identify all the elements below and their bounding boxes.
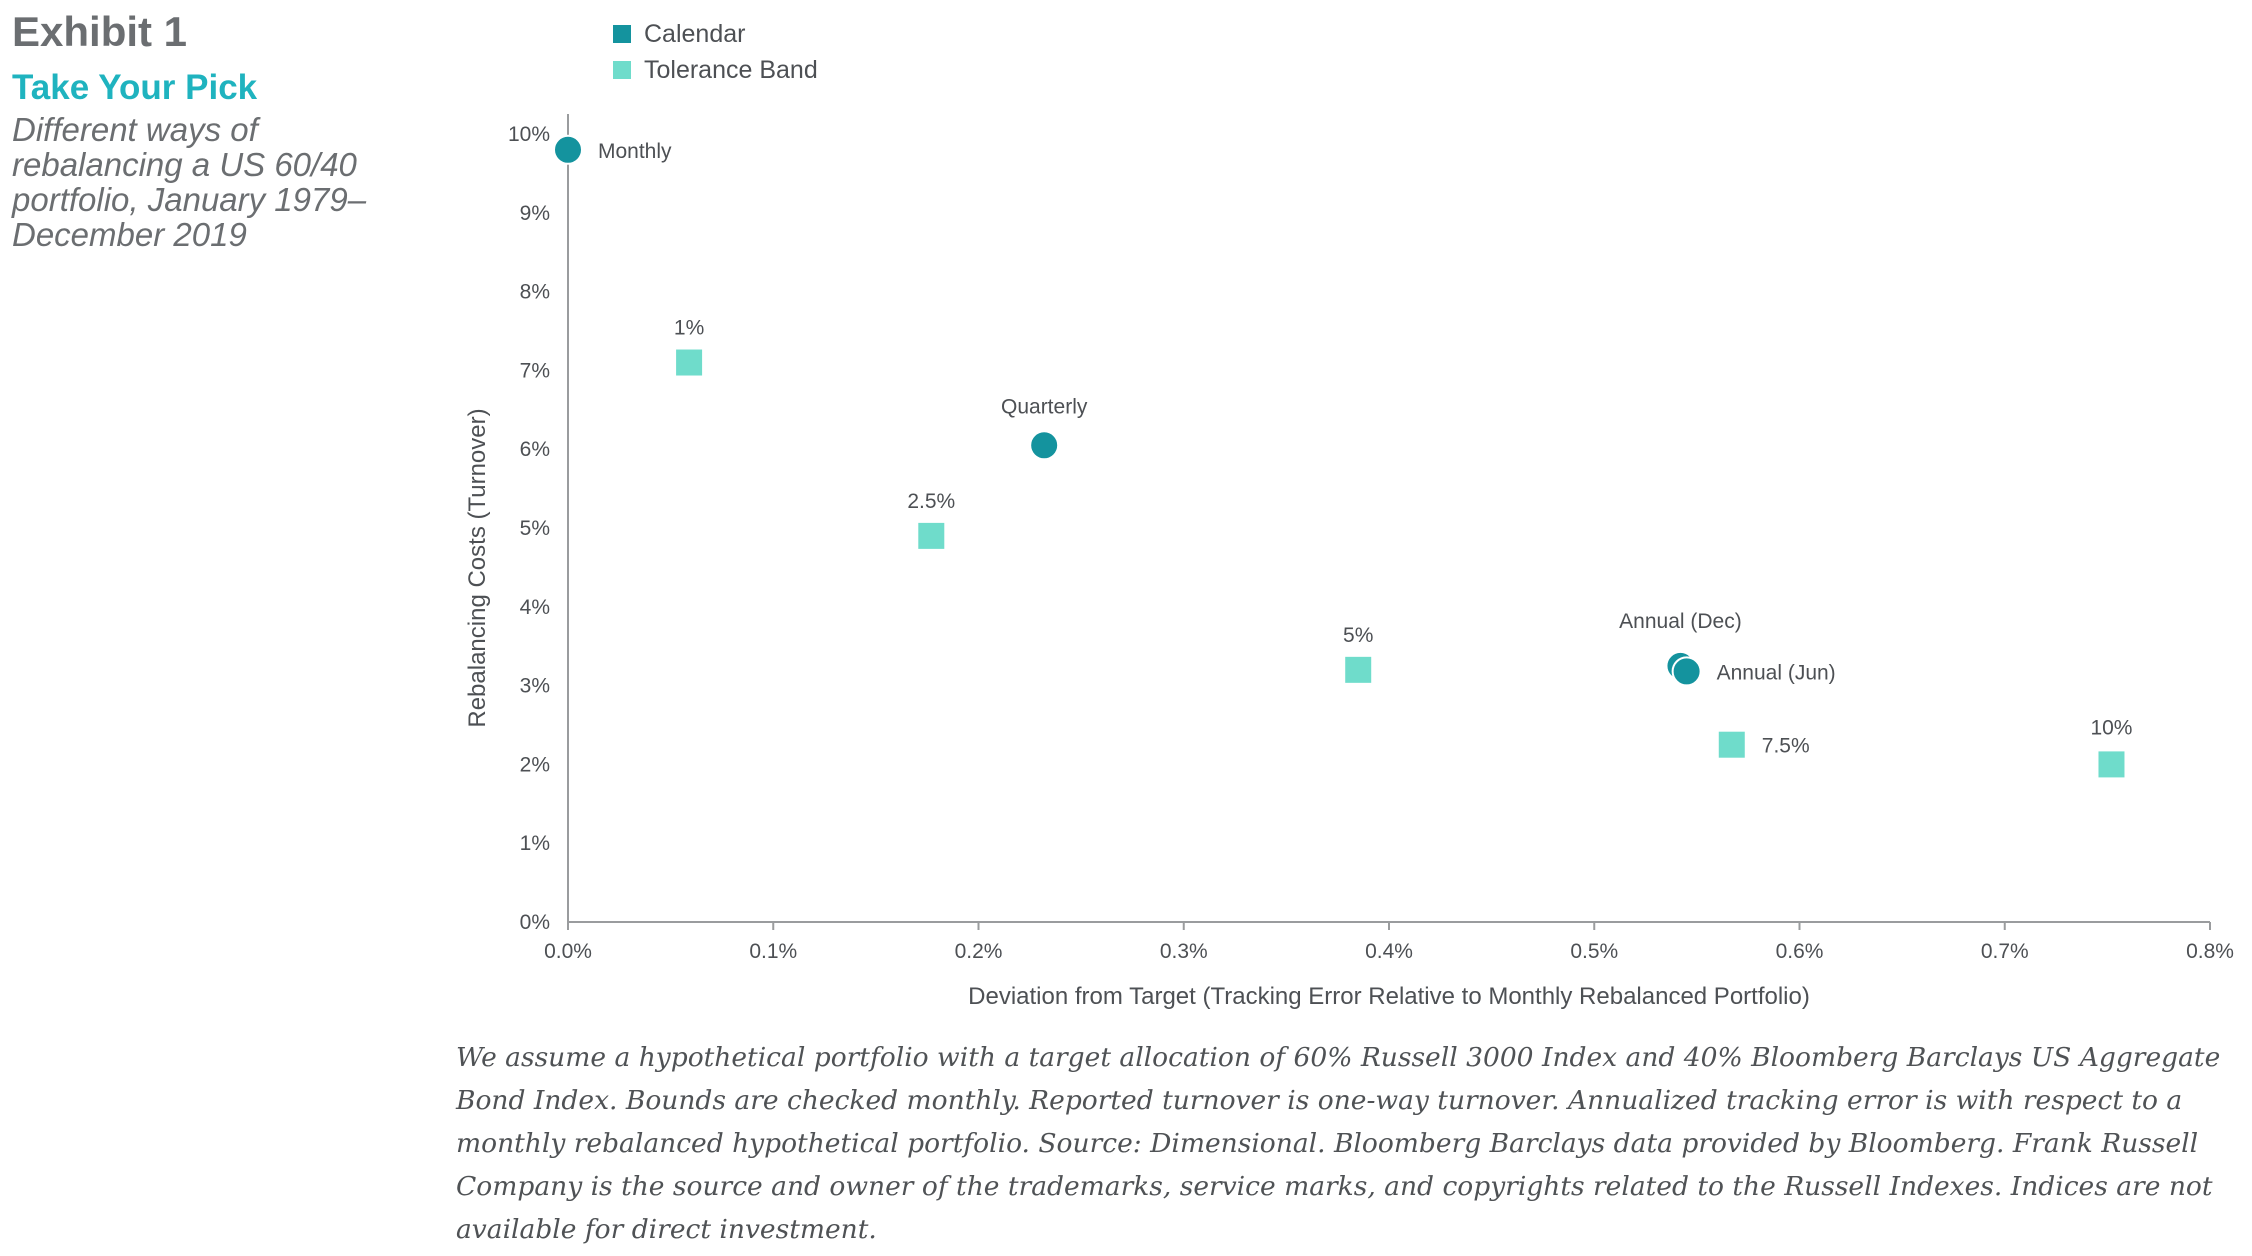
tolerance-band-point (1718, 731, 1745, 758)
calendar-point (1671, 656, 1702, 687)
tolerance-band-point (1345, 656, 1372, 683)
point-label: Monthly (598, 140, 672, 163)
point-label: 2.5% (907, 490, 955, 513)
legend-swatch-calendar (613, 25, 631, 43)
y-tick-label: 7% (520, 359, 550, 382)
y-tick-label: 5% (520, 517, 550, 540)
y-tick-label: 2% (520, 753, 550, 776)
x-tick-label: 0.5% (1570, 940, 1618, 963)
x-tick-label: 0.1% (749, 940, 797, 963)
y-tick-label: 0% (520, 911, 550, 934)
y-axis-title: Rebalancing Costs (Turnover) (464, 408, 491, 727)
point-label: Quarterly (1001, 395, 1088, 418)
exhibit-label: Exhibit 1 (12, 8, 188, 55)
x-tick-label: 0.2% (955, 940, 1003, 963)
y-tick-label: 8% (520, 281, 550, 304)
chart-subtitle: Different ways of rebalancing a US 60/40… (12, 111, 367, 253)
y-tick-label: 10% (508, 123, 550, 146)
point-label: 10% (2090, 716, 2132, 739)
legend-label: Calendar (644, 20, 745, 48)
tolerance-band-point (2098, 751, 2125, 778)
y-tick-label: 9% (520, 202, 550, 225)
x-axis-title: Deviation from Target (Tracking Error Re… (968, 983, 1810, 1010)
point-label: 7.5% (1762, 735, 1810, 758)
point-label: Annual (Jun) (1717, 661, 1836, 684)
tolerance-band-point (918, 522, 945, 549)
x-tick-label: 0.7% (1981, 940, 2029, 963)
x-tick-label: 0.3% (1160, 940, 1208, 963)
point-label: 5% (1343, 624, 1373, 647)
y-tick-label: 3% (520, 675, 550, 698)
y-tick-label: 1% (520, 832, 550, 855)
legend-label: Tolerance Band (644, 56, 818, 84)
legend-swatch-tolerance-band (613, 61, 631, 79)
y-tick-label: 4% (520, 596, 550, 619)
x-tick-label: 0.4% (1365, 940, 1413, 963)
chart-title: Take Your Pick (12, 68, 258, 107)
tolerance-band-point (676, 349, 703, 376)
x-tick-label: 0.6% (1776, 940, 1824, 963)
calendar-point (553, 134, 583, 165)
x-tick-label: 0.8% (2186, 940, 2234, 963)
point-label: Annual (Dec) (1619, 610, 1742, 633)
footnote: We assume a hypothetical portfolio with … (456, 1042, 2221, 1245)
scatter-chart: 0% 1% 2% 3% 4% 5% 6% 7% 8% 9% 10% 0.0% 0.1% 0.2% 0.3% 0… (464, 20, 2234, 1010)
y-tick-label: 6% (520, 438, 550, 461)
calendar-point (1029, 430, 1060, 461)
point-label: 1% (674, 317, 704, 340)
x-tick-label: 0.0% (544, 940, 592, 963)
